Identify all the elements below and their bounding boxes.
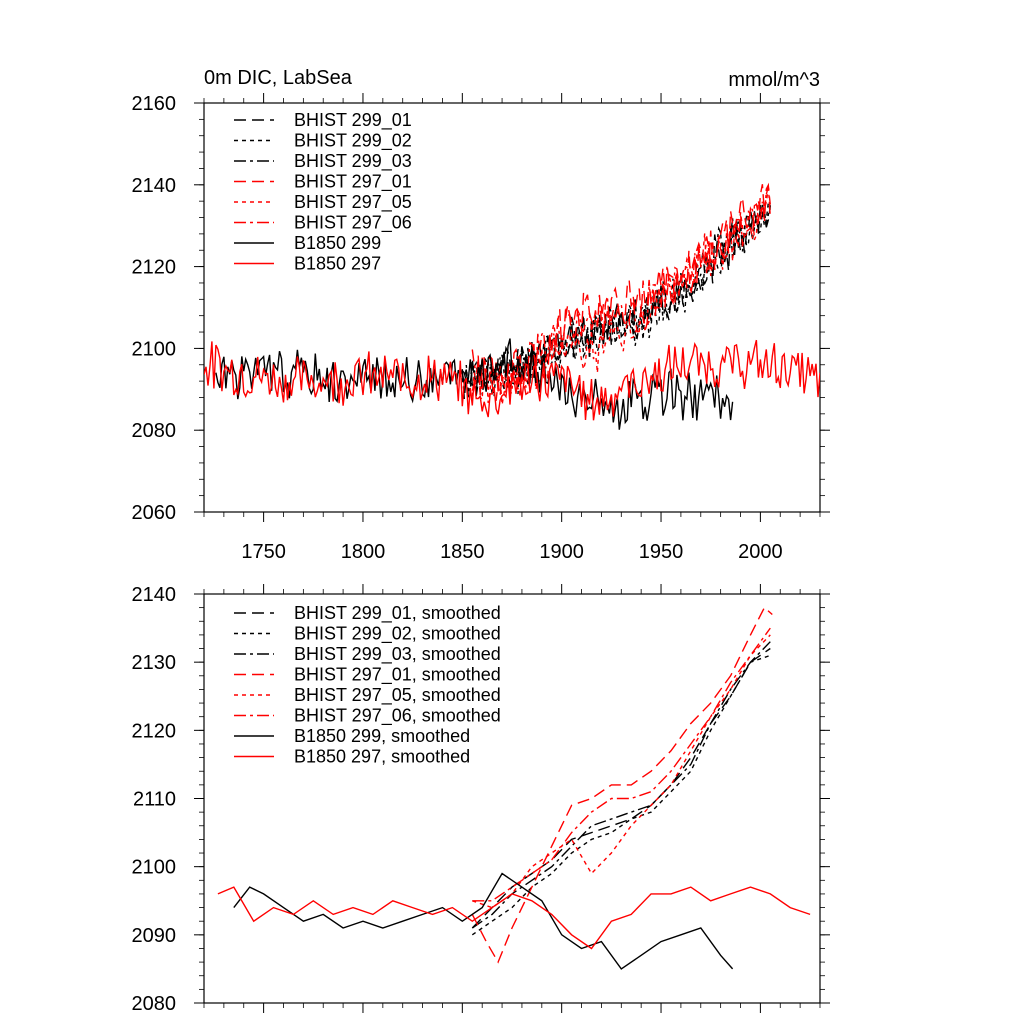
chart-title: 0m DIC, LabSea [204,67,353,89]
y-tick-label: 2140 [132,175,177,197]
series-line-bhist-299-01-smoothed [471,647,771,929]
series-line-bhist-297-05-smoothed [472,634,771,909]
legend-label: B1850 299, smoothed [294,726,470,746]
legend-label: B1850 297, smoothed [294,747,470,767]
series-line-bhist-299-02 [461,202,771,397]
y-tick-label: 2140 [132,584,177,606]
x-tick-label: 1850 [440,541,485,563]
y-tick-label: 2110 [133,789,176,811]
legend-label: BHIST 297_05, smoothed [294,685,501,706]
legend-label: BHIST 299_01, smoothed [294,603,501,624]
y-tick-label: 2130 [132,652,177,674]
y-tick-label: 2120 [132,257,177,279]
legend-label: BHIST 297_01, smoothed [294,665,501,686]
legend-label: B1850 297 [294,254,381,274]
top-panel: 1750 1800 1850 1900 1950 2000 2060 2080 2100 2120… [132,93,830,563]
series-group [204,182,820,430]
legend-label: BHIST 299_03, smoothed [294,644,501,665]
series-line-bhist-297-01-smoothed [471,606,773,964]
series-line-b1850-297-smoothed [217,886,811,950]
y-tick-label: 2080 [132,993,177,1015]
legend-label: BHIST 297_05 [294,192,412,213]
series-group [217,606,811,970]
legend-label: BHIST 297_06, smoothed [294,706,501,727]
series-line-b1850-297 [204,339,820,421]
y-tick-label: 2090 [132,925,177,947]
series-line-bhist-299-03-smoothed [471,641,771,929]
x-tick-label: 1950 [639,541,684,563]
y-tick-label: 2080 [132,420,177,442]
series-line-bhist-297-06 [471,182,771,395]
x-tick-label: 1900 [539,541,584,563]
x-tick-label: 2000 [738,541,783,563]
series-line-b1850-299-smoothed [233,872,734,970]
legend-label: BHIST 299_01 [294,110,412,131]
y-tick-label: 2060 [132,502,177,524]
y-tick-label: 2100 [132,338,177,360]
plot-frame [203,102,821,513]
legend-label: BHIST 299_02 [294,131,412,152]
y-tick-label: 2120 [132,720,177,742]
legend-label: BHIST 299_02, smoothed [294,624,501,645]
chart-units: mmol/m^3 [728,69,820,91]
legend-label: BHIST 297_06 [294,213,412,234]
legend-label: BHIST 299_03 [294,151,412,172]
x-tick-label: 1750 [241,541,286,563]
series-line-bhist-297-05 [471,185,771,405]
legend-label: BHIST 297_01 [294,172,412,193]
y-tick-label: 2160 [132,93,177,115]
x-tick-label: 1800 [341,541,386,563]
legend-label: B1850 299 [294,233,381,253]
bottom-panel: 2080 2090 2100 2110 2120 2130 2140 BHIST 299_01… [132,584,830,1015]
series-line-bhist-297-06-smoothed [472,627,771,902]
y-tick-label: 2100 [132,857,177,879]
series-line-bhist-299-02-smoothed [471,654,771,936]
